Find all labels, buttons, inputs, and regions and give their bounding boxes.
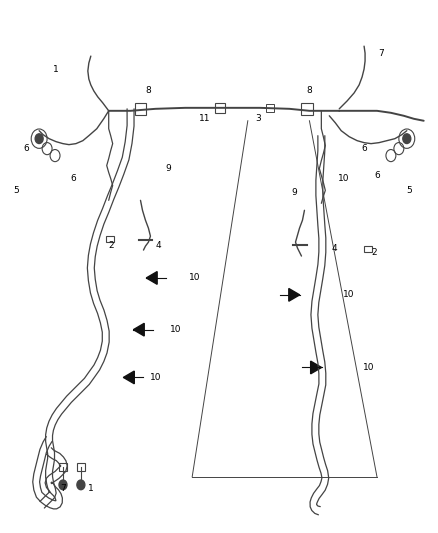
Text: 10: 10 — [343, 290, 355, 300]
Bar — [134, 103, 146, 115]
Text: 1: 1 — [88, 484, 94, 494]
Text: 6: 6 — [23, 144, 29, 153]
Text: 7: 7 — [378, 49, 384, 58]
Text: 10: 10 — [339, 174, 350, 183]
Text: 3: 3 — [255, 114, 261, 123]
Text: 10: 10 — [170, 325, 181, 334]
Circle shape — [59, 480, 67, 490]
Polygon shape — [124, 371, 134, 384]
Text: 10: 10 — [150, 373, 161, 382]
Text: 11: 11 — [199, 114, 211, 123]
Polygon shape — [133, 324, 144, 336]
Polygon shape — [146, 272, 157, 284]
Bar — [106, 236, 114, 242]
Circle shape — [35, 134, 43, 143]
Text: 10: 10 — [363, 363, 375, 372]
Text: 1: 1 — [53, 64, 59, 74]
Polygon shape — [289, 288, 300, 301]
Polygon shape — [311, 361, 321, 374]
Bar — [59, 463, 67, 471]
Bar — [215, 103, 225, 113]
Text: 9: 9 — [292, 188, 297, 197]
Text: 10: 10 — [189, 273, 201, 282]
Text: 4: 4 — [332, 244, 337, 253]
Bar — [364, 246, 372, 252]
Bar — [301, 103, 314, 115]
Text: 8: 8 — [307, 86, 312, 95]
Text: 5: 5 — [14, 186, 19, 195]
Text: 6: 6 — [374, 171, 380, 180]
Text: 8: 8 — [145, 86, 151, 95]
Text: 6: 6 — [70, 174, 76, 183]
Bar — [77, 463, 85, 471]
Text: 6: 6 — [361, 144, 367, 153]
Text: 2: 2 — [371, 247, 377, 256]
Text: 5: 5 — [406, 186, 412, 195]
Text: 7: 7 — [60, 484, 66, 494]
Bar — [266, 104, 274, 112]
Text: 2: 2 — [108, 240, 113, 249]
Circle shape — [403, 134, 411, 143]
Circle shape — [77, 480, 85, 490]
Text: 4: 4 — [155, 240, 161, 249]
Text: 9: 9 — [166, 164, 171, 173]
